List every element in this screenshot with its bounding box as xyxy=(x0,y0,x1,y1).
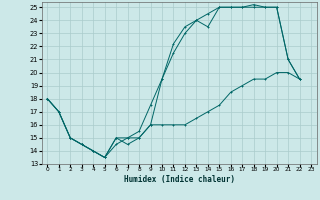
X-axis label: Humidex (Indice chaleur): Humidex (Indice chaleur) xyxy=(124,175,235,184)
